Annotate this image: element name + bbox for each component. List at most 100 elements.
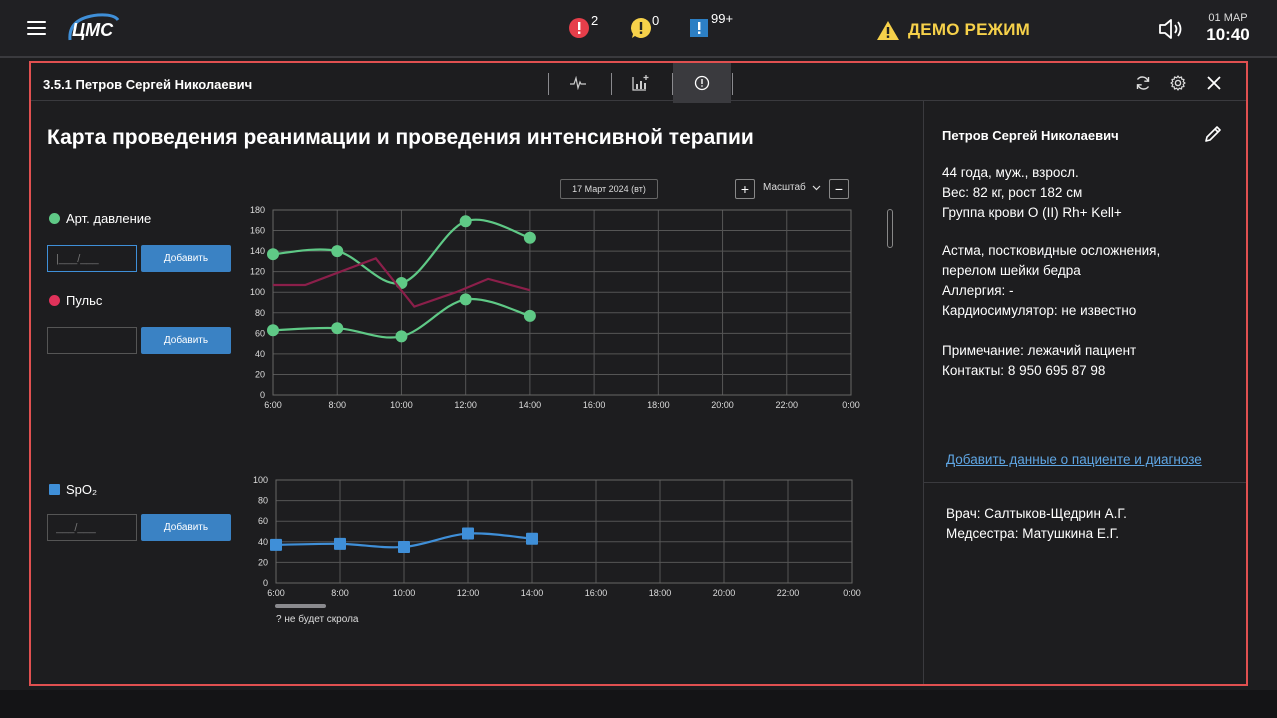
y-tick-label: 140 [250, 246, 265, 256]
patient-age: 44 года, муж., взросл. [942, 165, 1079, 180]
vertical-scrollbar[interactable] [887, 209, 893, 248]
bp-systolic-point [459, 215, 472, 228]
tab-chart-add[interactable] [612, 63, 670, 103]
tab-separator [611, 73, 612, 95]
demo-mode-label: ДЕМО РЕЖИМ [908, 20, 1030, 39]
y-tick-label: 120 [250, 267, 265, 277]
y-tick-label: 60 [258, 516, 268, 526]
patient-name: Петров Сергей Николаевич [942, 128, 1119, 143]
chevron-down-icon [812, 185, 821, 190]
bp-diastolic-point [267, 324, 279, 337]
bp-systolic-point [267, 248, 279, 261]
bp-diastolic-point [395, 330, 408, 343]
x-tick-label: 20:00 [713, 588, 736, 598]
spo2-point [270, 538, 282, 551]
scale-dropdown[interactable]: Масштаб [763, 182, 821, 193]
patient-cardio: Кардиосимулятор: не известно [942, 303, 1137, 318]
bp-systolic-point [395, 276, 408, 289]
x-tick-label: 12:00 [454, 400, 477, 410]
x-tick-label: 16:00 [585, 588, 608, 598]
panel-title: 3.5.1 Петров Сергей Николаевич [43, 77, 253, 92]
spo2-point [526, 532, 538, 545]
spo2-input[interactable] [47, 514, 137, 541]
spo2-point [334, 537, 346, 550]
y-tick-label: 80 [255, 308, 265, 318]
x-tick-label: 10:00 [390, 400, 413, 410]
add-pulse-button[interactable]: Добавить [141, 327, 231, 354]
bp-systolic-point [331, 245, 344, 258]
horizontal-scrollbar[interactable] [275, 604, 326, 608]
zoom-out-button[interactable]: − [829, 179, 849, 199]
legend-bp: Арт. давление [49, 211, 151, 226]
pulse-wave-icon [570, 76, 586, 90]
spo2-square [49, 484, 60, 495]
pulse-input[interactable] [47, 327, 137, 354]
info-divider [924, 482, 1246, 483]
info-circle-icon [694, 75, 710, 91]
warning-count: 0 [652, 13, 660, 28]
info-count: 99+ [711, 11, 734, 26]
patient-note: Примечание: лежачий пациент [942, 343, 1137, 358]
y-tick-label: 180 [250, 205, 265, 215]
x-tick-label: 12:00 [457, 588, 480, 598]
x-tick-label: 0:00 [842, 400, 860, 410]
tab-alerts[interactable] [673, 63, 731, 103]
patient-panel: 3.5.1 Петров Сергей Николаевич [29, 61, 1248, 686]
plot-border [272, 209, 852, 396]
menu-icon[interactable] [27, 20, 46, 36]
gear-icon[interactable] [1168, 73, 1188, 93]
date-picker[interactable]: 17 Март 2024 (вт) [560, 179, 658, 199]
spo2-chart: 0 20 40 60 80 100 6:00 8:00 10:00 12:00 14:00 16:00… [253, 475, 861, 598]
red-alert-icon [569, 18, 589, 38]
info-alerts[interactable]: 99+ [690, 11, 733, 39]
plot-border [275, 479, 853, 584]
x-tick-label: 18:00 [647, 400, 670, 410]
x-tick-label: 16:00 [583, 400, 606, 410]
warning-alerts[interactable]: 0 [630, 13, 659, 39]
tab-separator [672, 73, 673, 95]
doctor: Врач: Салтыков-Щедрин А.Г. [946, 506, 1127, 521]
demo-mode: ДЕМО РЕЖИМ [876, 18, 1030, 42]
bp-diastolic-point [459, 293, 472, 306]
spo2-point [398, 540, 410, 553]
y-tick-label: 0 [260, 390, 265, 400]
y-tick-label: 20 [258, 557, 268, 567]
warning-triangle-icon [877, 20, 899, 40]
pulse-label: Пульс [66, 293, 103, 308]
x-tick-label: 8:00 [331, 588, 349, 598]
close-icon[interactable] [1204, 73, 1224, 93]
refresh-icon[interactable] [1133, 73, 1153, 93]
bp-input[interactable] [47, 245, 137, 272]
zoom-in-button[interactable]: + [735, 179, 755, 199]
clock-time: 10:40 [1206, 25, 1250, 44]
patient-contacts: Контакты: 8 950 695 87 98 [942, 363, 1106, 378]
bp-systolic-point [523, 231, 536, 244]
add-spo2-button[interactable]: Добавить [141, 514, 231, 541]
add-bp-button[interactable]: Добавить [141, 245, 231, 272]
y-tick-label: 160 [250, 226, 265, 236]
clock-date: 01 МАР [1208, 12, 1248, 24]
x-tick-label: 20:00 [711, 400, 734, 410]
x-tick-label: 6:00 [267, 588, 285, 598]
scale-label: Масштаб [763, 182, 806, 193]
scroll-note: ? не будет скрола [276, 614, 359, 625]
tab-separator [732, 73, 733, 95]
bottom-bar [0, 690, 1277, 718]
tab-vitals[interactable] [549, 63, 607, 103]
patient-diagnosis-2: перелом шейки бедра [942, 263, 1081, 278]
add-patient-data-link[interactable]: Добавить данные о пациенте и диагнозе [946, 452, 1202, 467]
bp-diastolic-point [523, 309, 536, 322]
x-tick-label: 22:00 [777, 588, 800, 598]
critical-alerts[interactable]: 2 [569, 13, 598, 39]
x-tick-label: 8:00 [328, 400, 346, 410]
edit-pencil-icon[interactable] [1203, 124, 1223, 144]
y-tick-label: 20 [255, 369, 265, 379]
x-tick-label: 6:00 [264, 400, 282, 410]
x-tick-label: 22:00 [776, 400, 799, 410]
sound-icon[interactable] [1158, 17, 1186, 41]
legend-spo2: SpO₂ [49, 482, 97, 497]
x-tick-label: 18:00 [649, 588, 672, 598]
y-tick-label: 0 [263, 578, 268, 588]
bp-label: Арт. давление [66, 211, 152, 226]
panel-vertical-divider [923, 101, 924, 684]
